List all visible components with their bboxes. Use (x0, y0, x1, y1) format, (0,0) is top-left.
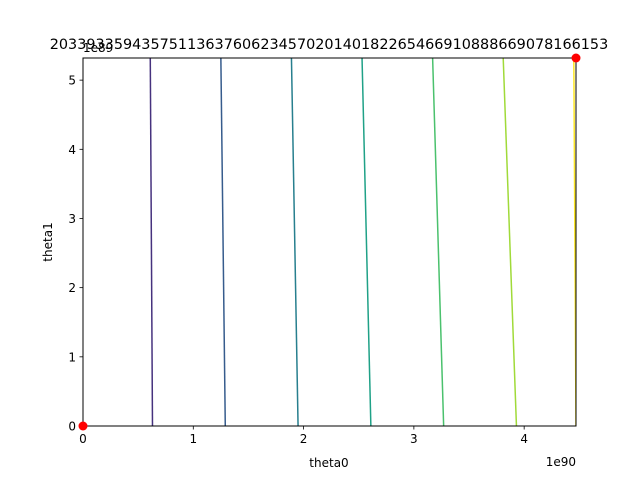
x-tick-label: 0 (79, 432, 87, 446)
x-tick-label: 1 (189, 432, 197, 446)
contour-line-4 (361, 58, 372, 426)
x-tick-label: 3 (410, 432, 418, 446)
contour-line-2 (220, 58, 227, 426)
data-point-1 (78, 421, 88, 431)
y-tick-label: 5 (68, 74, 76, 88)
x-tick-label: 4 (520, 432, 528, 446)
contour-line-5 (431, 58, 445, 426)
y-tick-label: 2 (68, 281, 76, 295)
y-tick-label: 3 (68, 212, 76, 226)
chart-title: 2033933594357511363760623457020140182265… (50, 37, 609, 53)
axes-frame (82, 57, 577, 427)
y-axis-label: theta1 (41, 222, 55, 261)
y-tick-label: 0 (68, 420, 76, 434)
y-tick-label: 4 (68, 143, 76, 157)
x-axis-ticks: 0 1 2 3 4 (79, 426, 528, 446)
data-point-2 (571, 53, 581, 63)
y-offset-label: 1e89 (83, 41, 113, 55)
contour-line-6 (502, 58, 518, 426)
x-offset-label: 1e90 (546, 455, 576, 469)
y-tick-label: 1 (68, 350, 76, 364)
contour-line-3 (290, 58, 299, 426)
x-tick-label: 2 (300, 432, 308, 446)
x-axis-label: theta0 (309, 456, 348, 470)
contour-line-1 (149, 58, 154, 426)
y-axis-ticks: 0 1 2 3 4 5 (68, 74, 83, 434)
